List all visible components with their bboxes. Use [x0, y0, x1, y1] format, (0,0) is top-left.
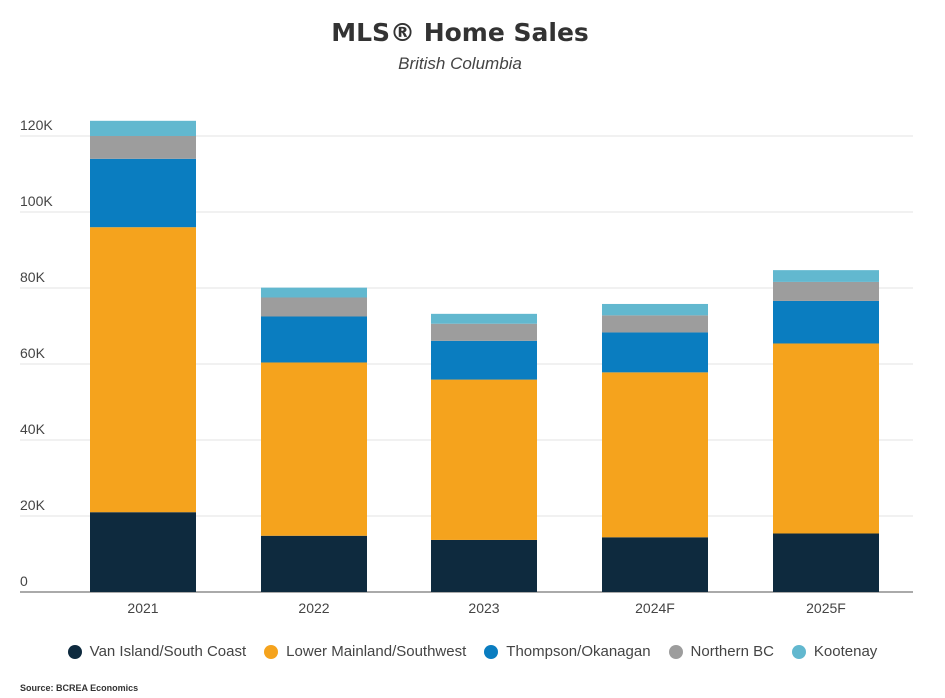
bar-segment: [90, 512, 196, 592]
bar-segment: [90, 227, 196, 513]
legend-swatch: [791, 644, 806, 659]
bar-segment: [261, 316, 367, 363]
y-tick-label: 60K: [20, 345, 46, 361]
source-note: Source: BCREA Economics: [20, 683, 139, 693]
bar-segment: [773, 270, 879, 282]
x-tick-label: 2022: [298, 600, 329, 616]
y-tick-label: 100K: [20, 193, 53, 209]
y-tick-label: 0: [20, 573, 28, 589]
bar-segment: [90, 158, 196, 228]
x-tick-label: 2025F: [806, 600, 846, 616]
legend-item: Van Island/South Coast: [67, 643, 247, 660]
bar-segment: [602, 537, 708, 592]
bar-segment: [431, 340, 537, 380]
legend-swatch: [67, 644, 82, 659]
x-tick-label: 2024F: [635, 600, 675, 616]
bar-segment: [261, 297, 367, 317]
legend-label: Thompson/Okanagan: [506, 643, 651, 660]
bar-segment: [602, 303, 708, 316]
x-tick-label: 2023: [468, 600, 499, 616]
legend-label: Kootenay: [813, 643, 878, 660]
y-tick-label: 120K: [20, 117, 53, 133]
bar-segment: [773, 343, 879, 534]
legend-label: Lower Mainland/Southwest: [286, 643, 467, 660]
chart-plot: 0 20K 40K 60K 80K 100K 120K 2021 2022 2023 2024F 20…: [20, 117, 913, 616]
bar-segment: [90, 120, 196, 136]
y-tick-label: 80K: [20, 269, 46, 285]
legend-item: Thompson/Okanagan: [484, 643, 651, 660]
bar-segment: [261, 287, 367, 298]
bar-segment: [431, 539, 537, 592]
legend-item: Northern BC: [668, 643, 774, 660]
bar-segment: [602, 372, 708, 538]
legend-label: Northern BC: [690, 643, 774, 660]
bar-segment: [602, 332, 708, 373]
chart-subtitle: British Columbia: [398, 54, 522, 73]
bar-segment: [90, 136, 196, 159]
bar-segment: [431, 313, 537, 324]
legend-item: Kootenay: [791, 643, 878, 660]
bar-segment: [773, 281, 879, 301]
bar-segment: [431, 379, 537, 540]
chart-title: MLS® Home Sales: [331, 18, 589, 47]
chart-legend: Van Island/South Coast Lower Mainland/Sou…: [0, 643, 945, 660]
bar-segment: [431, 323, 537, 341]
legend-swatch: [264, 644, 279, 659]
legend-item: Lower Mainland/Southwest: [264, 643, 466, 660]
x-tick-label: 2021: [127, 600, 158, 616]
bar-segment: [602, 315, 708, 333]
y-tick-label: 40K: [20, 421, 46, 437]
bar-segment: [261, 362, 367, 536]
legend-label: Van Island/South Coast: [89, 643, 247, 660]
bar-segment: [261, 535, 367, 592]
bar-segment: [773, 533, 879, 592]
y-tick-label: 20K: [20, 497, 46, 513]
bar-segment: [773, 300, 879, 344]
legend-swatch: [484, 644, 499, 659]
legend-swatch: [668, 644, 683, 659]
